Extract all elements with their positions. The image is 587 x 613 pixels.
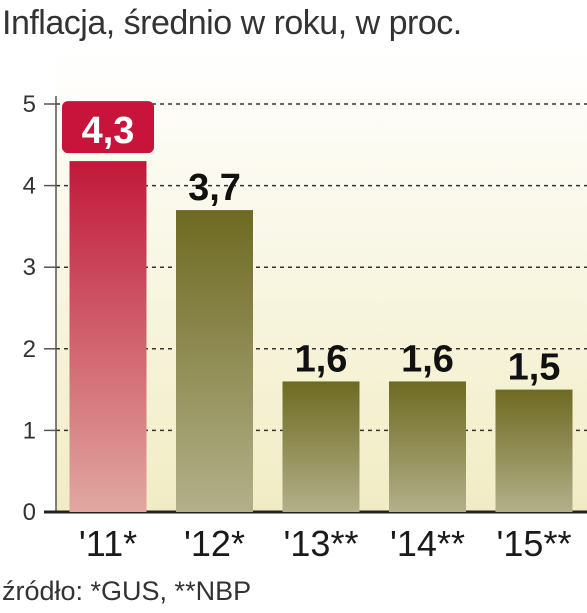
category-label: '14** — [390, 523, 465, 564]
category-label: '13** — [284, 523, 359, 564]
value-label: 1,6 — [295, 338, 348, 380]
chart-title: Inflacja, średnio w roku, w proc. — [2, 4, 462, 42]
y-tick-label: 1 — [23, 417, 36, 444]
bar — [389, 381, 466, 512]
value-label: 1,6 — [401, 338, 454, 380]
y-tick-label: 5 — [23, 91, 36, 118]
value-label: 4,3 — [82, 110, 135, 152]
y-tick-label: 2 — [23, 336, 36, 363]
value-label: 1,5 — [508, 347, 561, 389]
category-label: '11* — [79, 523, 137, 564]
category-label: '12* — [184, 523, 245, 564]
source-note: źródło: *GUS, **NBP — [2, 576, 252, 606]
bar — [495, 389, 573, 512]
y-tick-label: 4 — [23, 173, 36, 200]
bar — [282, 381, 360, 512]
category-label: '15** — [497, 523, 572, 564]
bar-highlighted — [69, 161, 147, 512]
y-tick-label: 3 — [23, 254, 36, 281]
bar-chart: 0 1 2 3 4 5 4,3 '11* 3,7 '12* 1,6 '13** 1,6 '14** 1,5 '… — [23, 50, 587, 564]
value-label: 3,7 — [188, 167, 241, 209]
y-tick-label: 0 — [23, 499, 36, 526]
bar — [176, 210, 253, 512]
value-label-box — [62, 101, 154, 154]
